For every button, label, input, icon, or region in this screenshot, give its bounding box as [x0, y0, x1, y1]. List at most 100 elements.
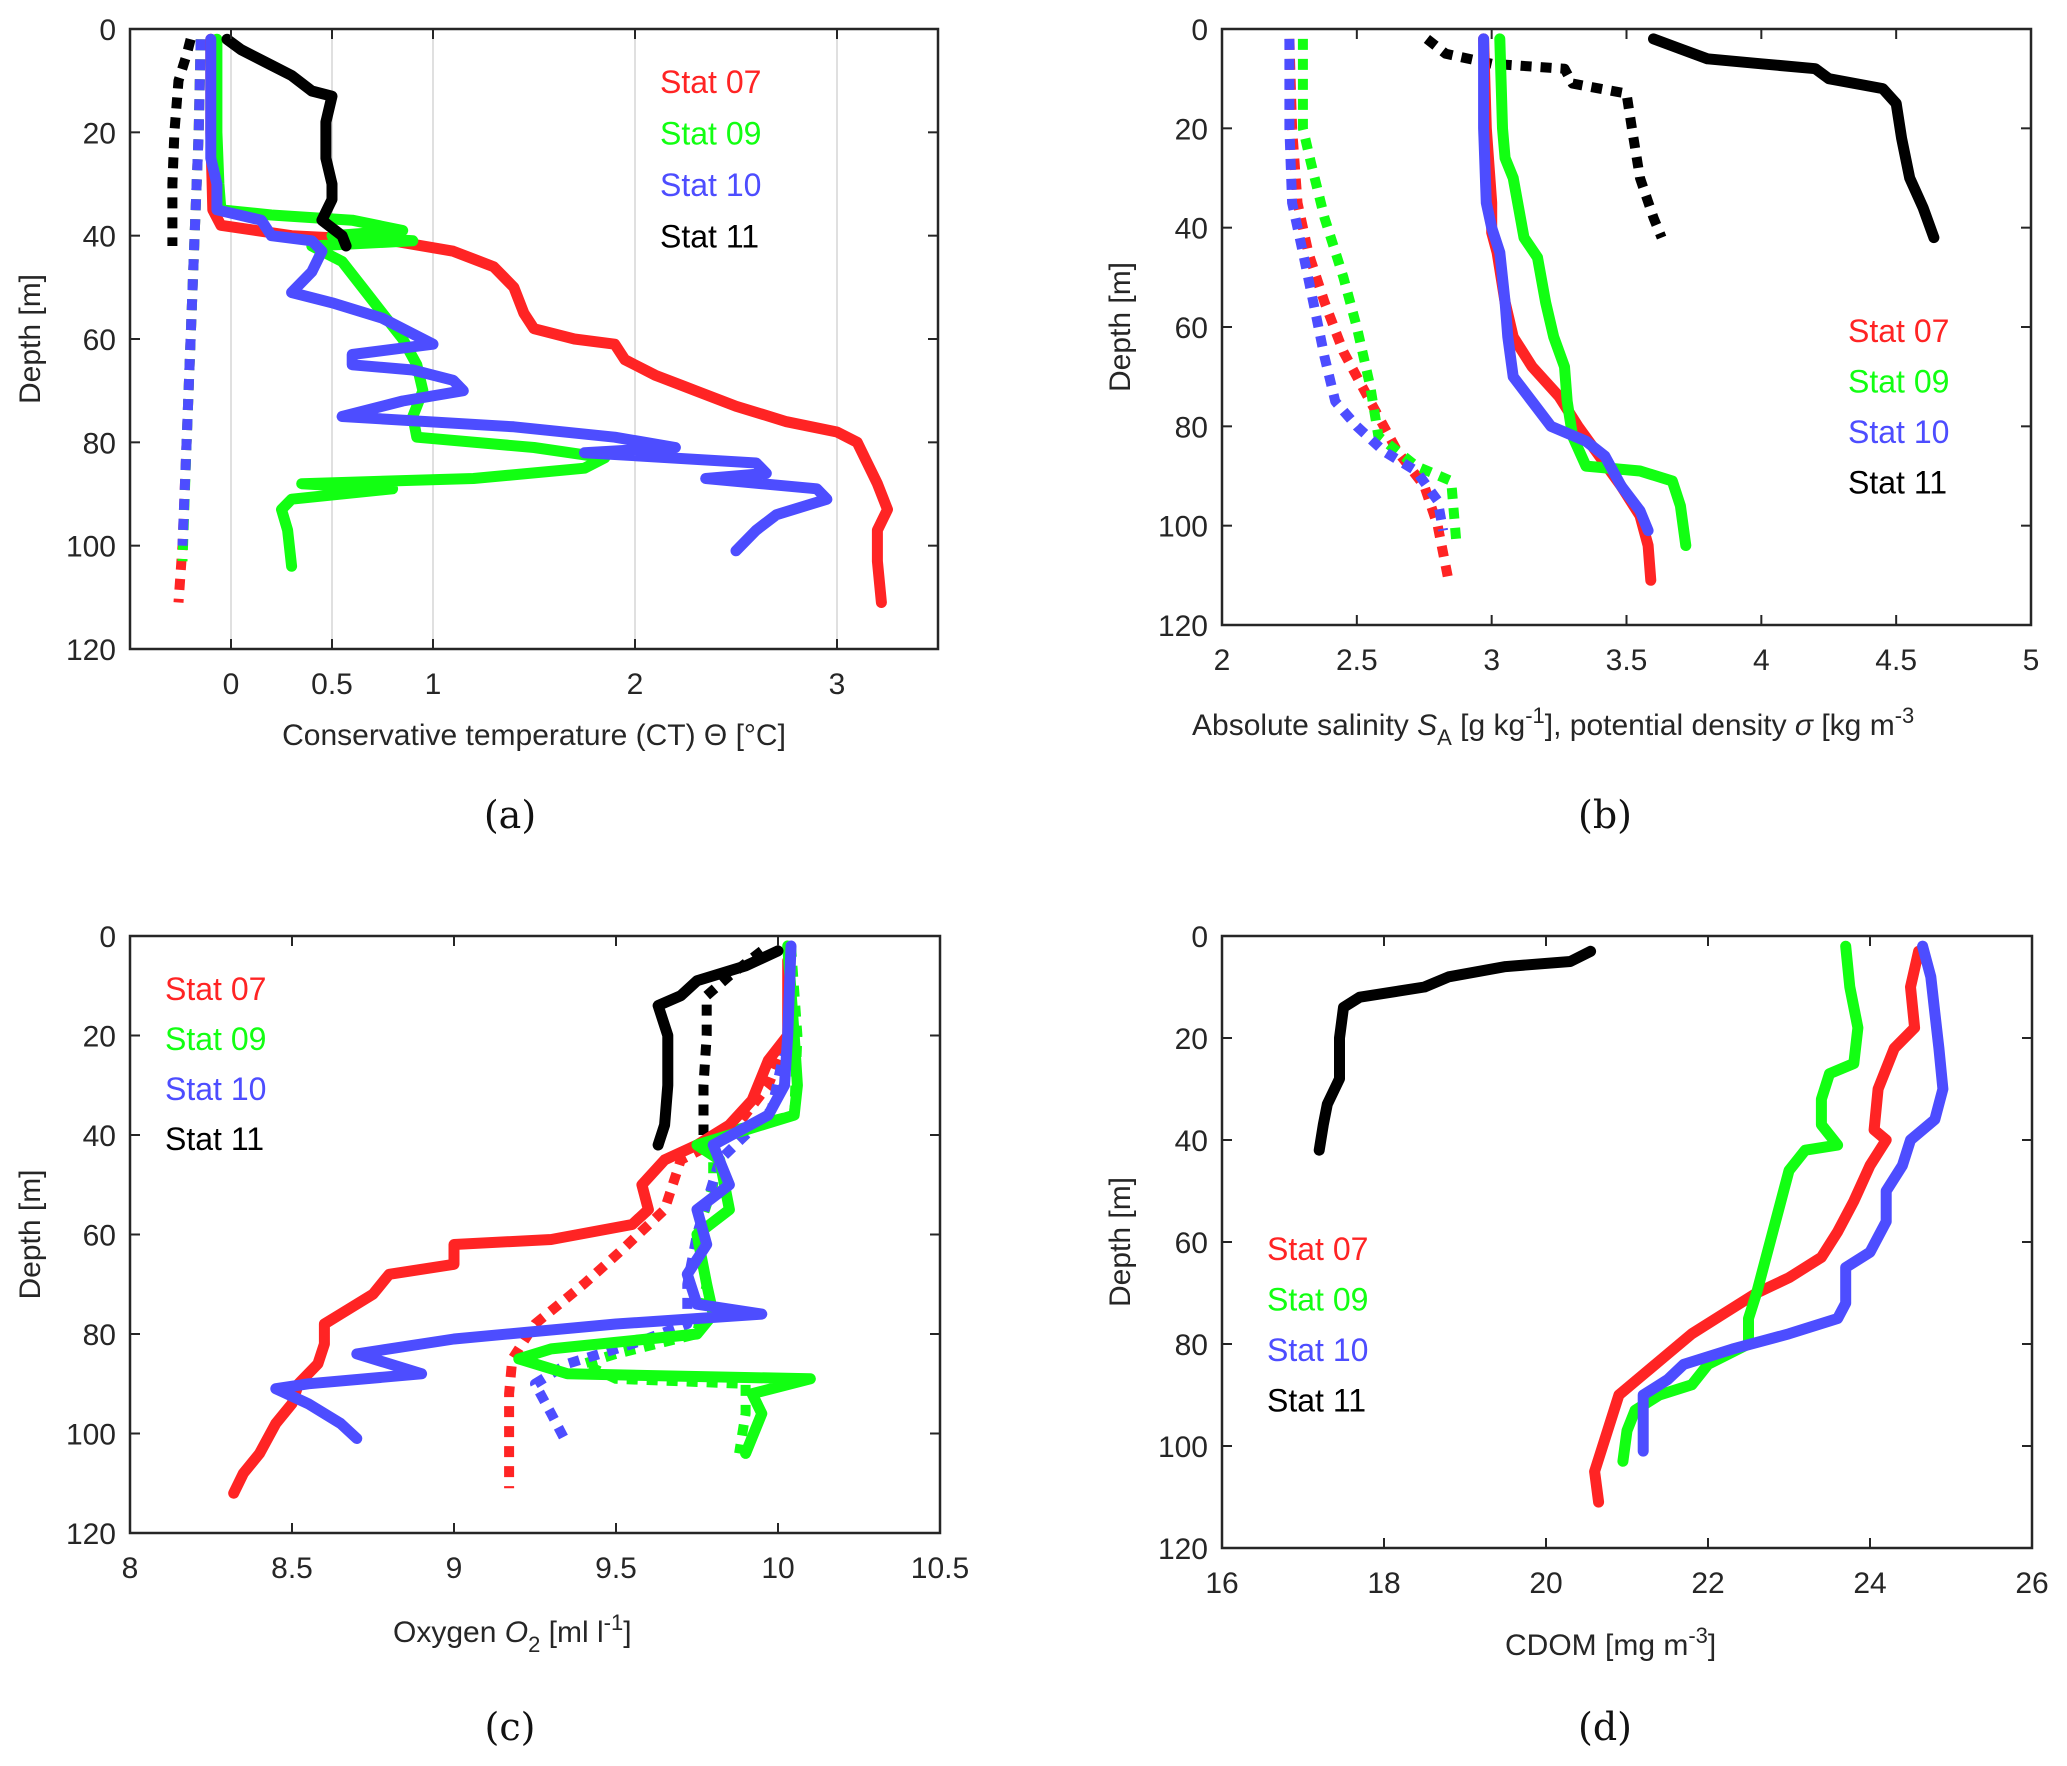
x-tick-label: 2 — [1214, 644, 1231, 677]
panel-caption: (d) — [1578, 1705, 1632, 1749]
axes-box — [128, 27, 940, 651]
y-tick-label: 40 — [83, 221, 116, 254]
x-tick-label: 1 — [425, 668, 442, 701]
x-axis-label-A-subscript: A — [1437, 725, 1452, 750]
panel-caption: (a) — [484, 793, 536, 837]
x-axis-label: CDOM [mg m-3] — [1505, 1623, 1716, 1662]
panel-b: 2 2.5 3 3.5 4 4.5 5 0 20 40 60 80 100 120 Absolute sa… — [1104, 14, 2039, 837]
x-tick-label: 9 — [446, 1552, 463, 1585]
y-axis-label: Depth [m] — [14, 1169, 47, 1299]
x-axis-label-sigma: σ — [1795, 709, 1815, 742]
legend-entry: Stat 10 — [1267, 1332, 1368, 1368]
y-tick-label: 40 — [83, 1120, 116, 1153]
series-stat-10-solid — [205, 33, 833, 557]
x-tick-label: 24 — [1853, 1567, 1886, 1600]
x-axis-label-part1: Oxygen — [393, 1616, 505, 1649]
x-tick-label: 20 — [1529, 1567, 1562, 1600]
x-tick-label: 8.5 — [271, 1552, 313, 1585]
y-axis-label: Depth [m] — [1104, 1177, 1137, 1307]
x-tick-label: 9.5 — [595, 1552, 637, 1585]
x-tick-label: 3 — [1483, 644, 1500, 677]
y-tick-label: 40 — [1175, 213, 1208, 246]
x-tick-label: 26 — [2015, 1567, 2048, 1600]
panel-a: 0 0.5 1 2 3 0 20 40 60 80 100 120 Conservative temp… — [14, 14, 940, 837]
series-stat-09-solid — [211, 33, 611, 572]
x-tick-label: 2.5 — [1336, 644, 1378, 677]
legend-entry: Stat 07 — [1267, 1231, 1368, 1267]
x-tick-label: 0.5 — [311, 668, 353, 701]
series-stat-07-dotted — [504, 960, 793, 1489]
x-tick-label: 3.5 — [1606, 644, 1648, 677]
y-tick-label: 20 — [1175, 113, 1208, 146]
series-stat-10-dotted — [1284, 38, 1449, 532]
x-axis-label-part2: [ml l — [540, 1616, 603, 1649]
y-tick-label: 0 — [99, 14, 116, 47]
x-axis-label: Absolute salinity SA [g kg-1], potential… — [1192, 703, 1914, 750]
series-layer — [1313, 940, 1949, 1508]
series-stat-10-dotted — [530, 945, 796, 1441]
x-tick-label: 3 — [829, 668, 846, 701]
x-axis-label: Oxygen O2 [ml l-1] — [393, 1610, 632, 1657]
x-axis-label-part3: ], potential density — [1545, 709, 1795, 742]
series-stat-11-solid — [221, 33, 352, 252]
legend: Stat 07 Stat 09 Stat 10 Stat 11 — [165, 971, 266, 1157]
x-axis-label-exp: -1 — [604, 1610, 624, 1635]
legend-entry: Stat 11 — [660, 219, 759, 255]
x-tick-label: 22 — [1691, 1567, 1724, 1600]
series-stat-09-solid — [1494, 33, 1692, 551]
y-axis-label: Depth [m] — [14, 274, 47, 404]
panel-d: 16 18 20 22 24 26 0 20 40 60 80 100 120 CDOM [mg m-3… — [1104, 921, 2049, 1749]
series-stat-07-solid — [1589, 945, 1925, 1508]
series-stat-11-solid — [652, 945, 784, 1151]
series-stat-11-dotted — [167, 38, 196, 246]
y-tick-label: 100 — [1158, 511, 1208, 544]
x-tick-label: 10.5 — [911, 1552, 969, 1585]
series-stat-10-solid — [270, 940, 797, 1444]
series-stat-09-dotted — [1297, 38, 1462, 546]
y-tick-label: 80 — [1175, 1329, 1208, 1362]
series-stat-11-dotted — [698, 946, 765, 1135]
x-axis-label-2-subscript: 2 — [528, 1632, 540, 1657]
x-tick-label: 16 — [1205, 1567, 1238, 1600]
ticks-layer: 8 8.5 9 9.5 10 10.5 0 20 40 60 80 100 120 — [66, 921, 969, 1585]
y-tick-label: 120 — [66, 634, 116, 667]
x-axis-label-part3: ] — [623, 1616, 631, 1649]
series-stat-10-solid — [1637, 940, 1949, 1457]
series-stat-10-dotted — [177, 39, 206, 546]
legend-entry: Stat 07 — [165, 971, 266, 1007]
legend: Stat 07 Stat 09 Stat 10 Stat 11 — [1848, 313, 1949, 501]
y-tick-label: 60 — [1175, 1227, 1208, 1260]
x-tick-label: 8 — [122, 1552, 139, 1585]
series-stat-09-solid — [513, 940, 816, 1459]
x-tick-label: 18 — [1367, 1567, 1400, 1600]
x-axis-label-exp: -3 — [1688, 1623, 1708, 1648]
legend: Stat 07 Stat 09 Stat 10 Stat 11 — [1267, 1231, 1368, 1419]
y-tick-label: 100 — [66, 531, 116, 564]
y-tick-label: 120 — [66, 1518, 116, 1551]
x-axis-label-part2: ] — [1708, 1629, 1716, 1662]
series-stat-07-dotted — [1284, 38, 1454, 582]
y-axis-label: Depth [m] — [1104, 262, 1137, 392]
y-tick-label: 60 — [83, 1220, 116, 1253]
legend-entry: Stat 11 — [165, 1121, 264, 1157]
legend-entry: Stat 11 — [1267, 1383, 1366, 1419]
x-axis-label-exp1: -1 — [1525, 703, 1545, 728]
legend-entry: Stat 07 — [1848, 313, 1949, 349]
x-tick-label: 10 — [761, 1552, 794, 1585]
series-stat-11-solid — [1648, 33, 1940, 244]
legend-entry: Stat 09 — [660, 116, 761, 152]
legend-entry: Stat 11 — [1848, 465, 1947, 501]
legend-entry: Stat 07 — [660, 64, 761, 100]
y-tick-label: 100 — [66, 1419, 116, 1452]
y-tick-label: 40 — [1175, 1125, 1208, 1158]
x-tick-label: 4.5 — [1875, 644, 1917, 677]
panel-caption: (b) — [1578, 793, 1632, 837]
x-tick-label: 0 — [223, 668, 240, 701]
ticks-layer: 16 18 20 22 24 26 0 20 40 60 80 100 120 — [1158, 921, 2049, 1600]
x-axis-label-O: O — [505, 1616, 528, 1649]
legend-entry: Stat 10 — [1848, 414, 1949, 450]
y-tick-label: 0 — [1191, 14, 1208, 47]
x-axis-label-part4: [kg m — [1813, 709, 1895, 742]
y-tick-label: 80 — [83, 427, 116, 460]
x-tick-label: 5 — [2023, 644, 2040, 677]
